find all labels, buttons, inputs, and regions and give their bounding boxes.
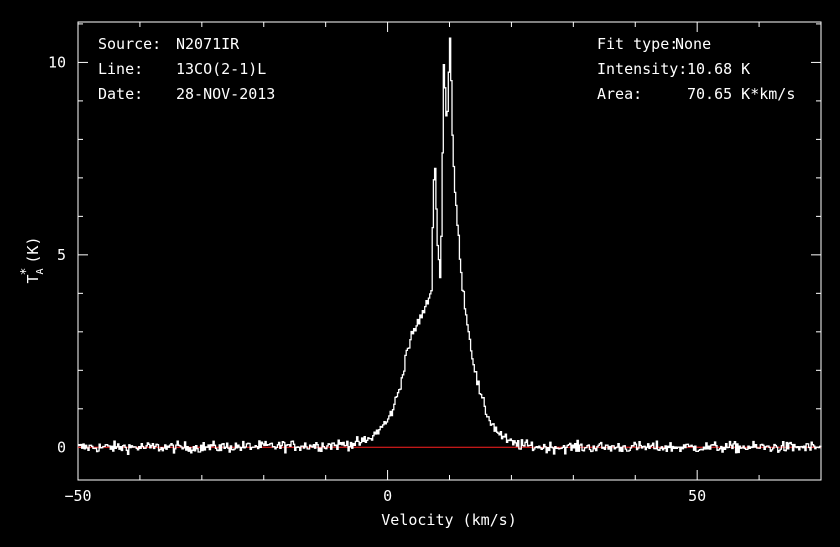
date-label: Date: [98,85,144,103]
intensity-label: Intensity: [597,60,688,78]
y-tick-label: 10 [48,53,66,71]
area-label: Area: [597,85,643,103]
x-tick-label: 50 [688,487,706,505]
y-axis-label: TA*(K) [19,237,46,284]
line-label: Line: [98,60,144,78]
date-value: 28-NOV-2013 [176,85,276,103]
source-label: Source: [98,35,162,53]
fit-type-value: None [675,35,712,53]
spectrum-line [78,37,822,455]
x-tick-label: −50 [64,487,91,505]
svg-text:TA*(K): TA*(K) [19,237,46,284]
intensity-value: 10.68 K [687,60,751,78]
y-tick-label: 5 [57,246,66,264]
x-axis-label: Velocity (km/s) [381,511,516,529]
fit-type-label: Fit type: [597,35,679,53]
area-value: 70.65 K*km/s [687,85,796,103]
axis-ticks: −50 0 50 0 5 10 [48,22,822,505]
y-tick-label: 0 [57,438,66,456]
line-value: 13CO(2-1)L [176,60,267,78]
x-tick-label: 0 [383,487,392,505]
source-value: N2071IR [176,35,240,53]
